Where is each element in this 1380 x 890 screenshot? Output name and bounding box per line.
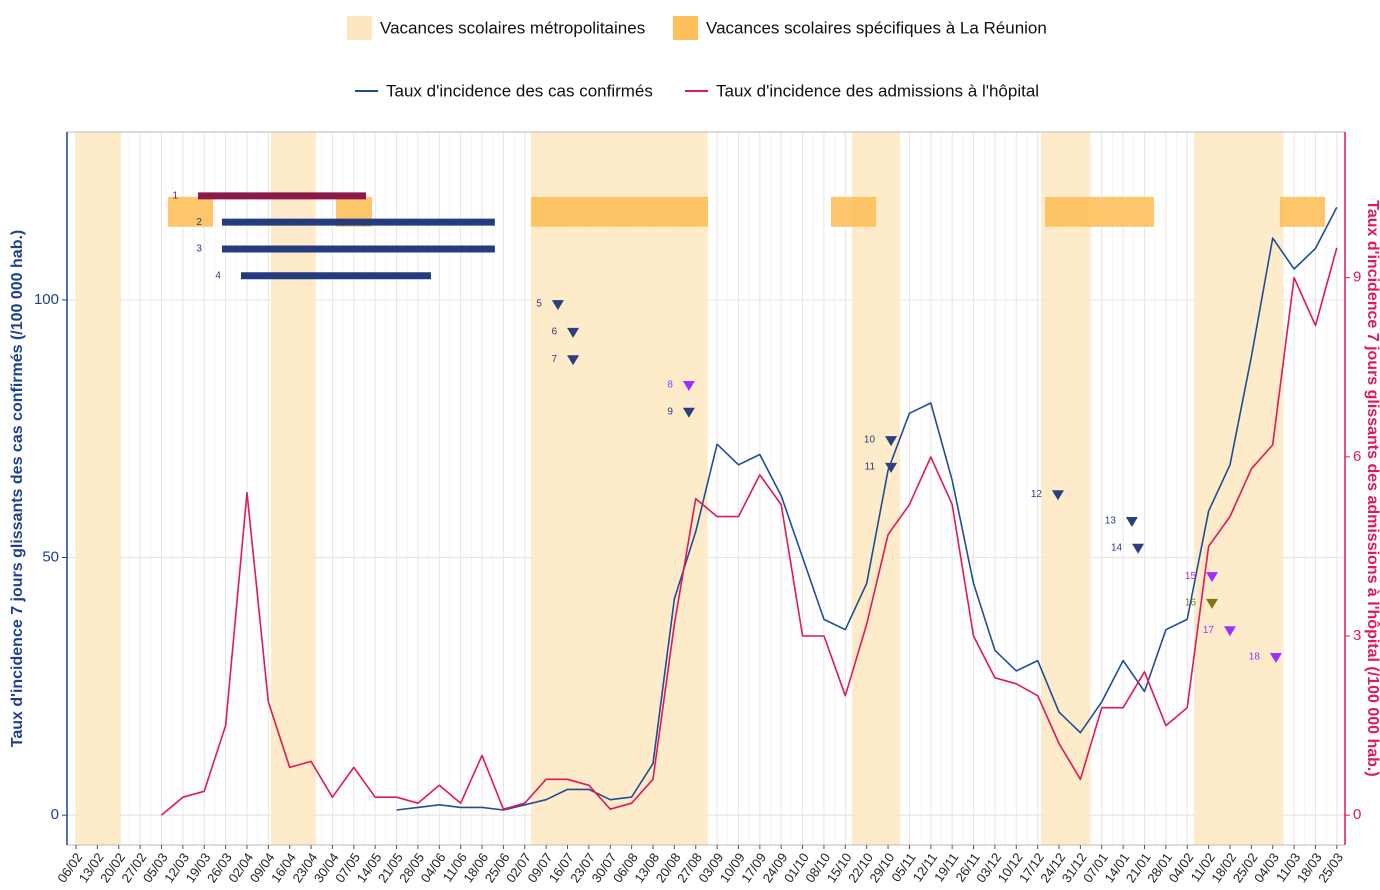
event-label: 15: [1185, 571, 1197, 582]
y-tick-label: 50: [42, 549, 59, 566]
vacation-band: [167, 196, 213, 227]
event-label: 13: [1105, 516, 1117, 527]
event-label: 5: [536, 299, 542, 310]
measure-label: 1: [172, 191, 178, 202]
event-label: 12: [1031, 489, 1043, 500]
legend-swatch: [347, 16, 372, 40]
vacation-band: [1194, 132, 1283, 845]
vacation-band: [1279, 196, 1326, 227]
legend-label: Vacances scolaires métropolitaines: [380, 18, 645, 37]
y2-tick-label: 6: [1353, 448, 1361, 465]
event-label: 10: [864, 435, 876, 446]
event-label: 11: [865, 462, 876, 473]
event-marker: [1051, 490, 1064, 501]
y2-tick-label: 9: [1353, 269, 1361, 286]
vacation-band: [76, 132, 121, 845]
event-marker: [1269, 652, 1282, 663]
vacation-band: [1044, 196, 1154, 227]
y2-tick-label: 0: [1353, 806, 1361, 823]
y-axis-title: Taux d'incidence 7 jours glissants des c…: [9, 230, 26, 747]
event-marker: [1206, 598, 1219, 609]
measure-label: 4: [215, 270, 221, 281]
vacation-band: [831, 196, 877, 227]
vacation-band: [1041, 132, 1091, 845]
event-marker: [551, 300, 564, 311]
legend-swatch: [673, 16, 698, 40]
event-marker: [885, 436, 898, 447]
legend-label: Taux d'incidence des cas confirmés: [386, 81, 653, 100]
measure-label: 2: [196, 217, 202, 228]
event-label: 9: [667, 406, 673, 417]
series-line: [160, 247, 1338, 816]
event-marker: [567, 355, 580, 366]
event-marker: [1206, 572, 1219, 583]
legend-label: Vacances scolaires spécifiques à La Réun…: [706, 18, 1047, 37]
event-label: 17: [1203, 625, 1215, 636]
event-marker: [567, 327, 580, 338]
event-marker: [1223, 626, 1236, 637]
event-marker: [682, 380, 695, 391]
y2-tick-label: 3: [1353, 627, 1361, 644]
event-label: 18: [1249, 652, 1261, 663]
event-label: 16: [1185, 598, 1197, 609]
event-marker: [1132, 543, 1145, 554]
y2-axis-title: Taux d'incidence 7 jours glissants des a…: [1364, 200, 1380, 776]
vacation-band: [851, 132, 901, 845]
series-line: [396, 206, 1338, 811]
event-label: 6: [552, 327, 558, 338]
event-marker: [885, 462, 898, 473]
y-tick-label: 0: [51, 806, 59, 823]
event-marker: [1125, 516, 1138, 527]
y-tick-label: 100: [34, 291, 59, 308]
vacation-band: [530, 132, 708, 845]
event-marker: [682, 407, 695, 418]
measure-label: 3: [196, 244, 202, 255]
event-label: 8: [667, 380, 673, 391]
event-label: 7: [552, 354, 558, 365]
event-label: 14: [1111, 542, 1123, 553]
legend-label: Taux d'incidence des admissions à l'hôpi…: [716, 81, 1039, 100]
vacation-band: [270, 132, 316, 845]
vacation-band: [530, 196, 708, 227]
